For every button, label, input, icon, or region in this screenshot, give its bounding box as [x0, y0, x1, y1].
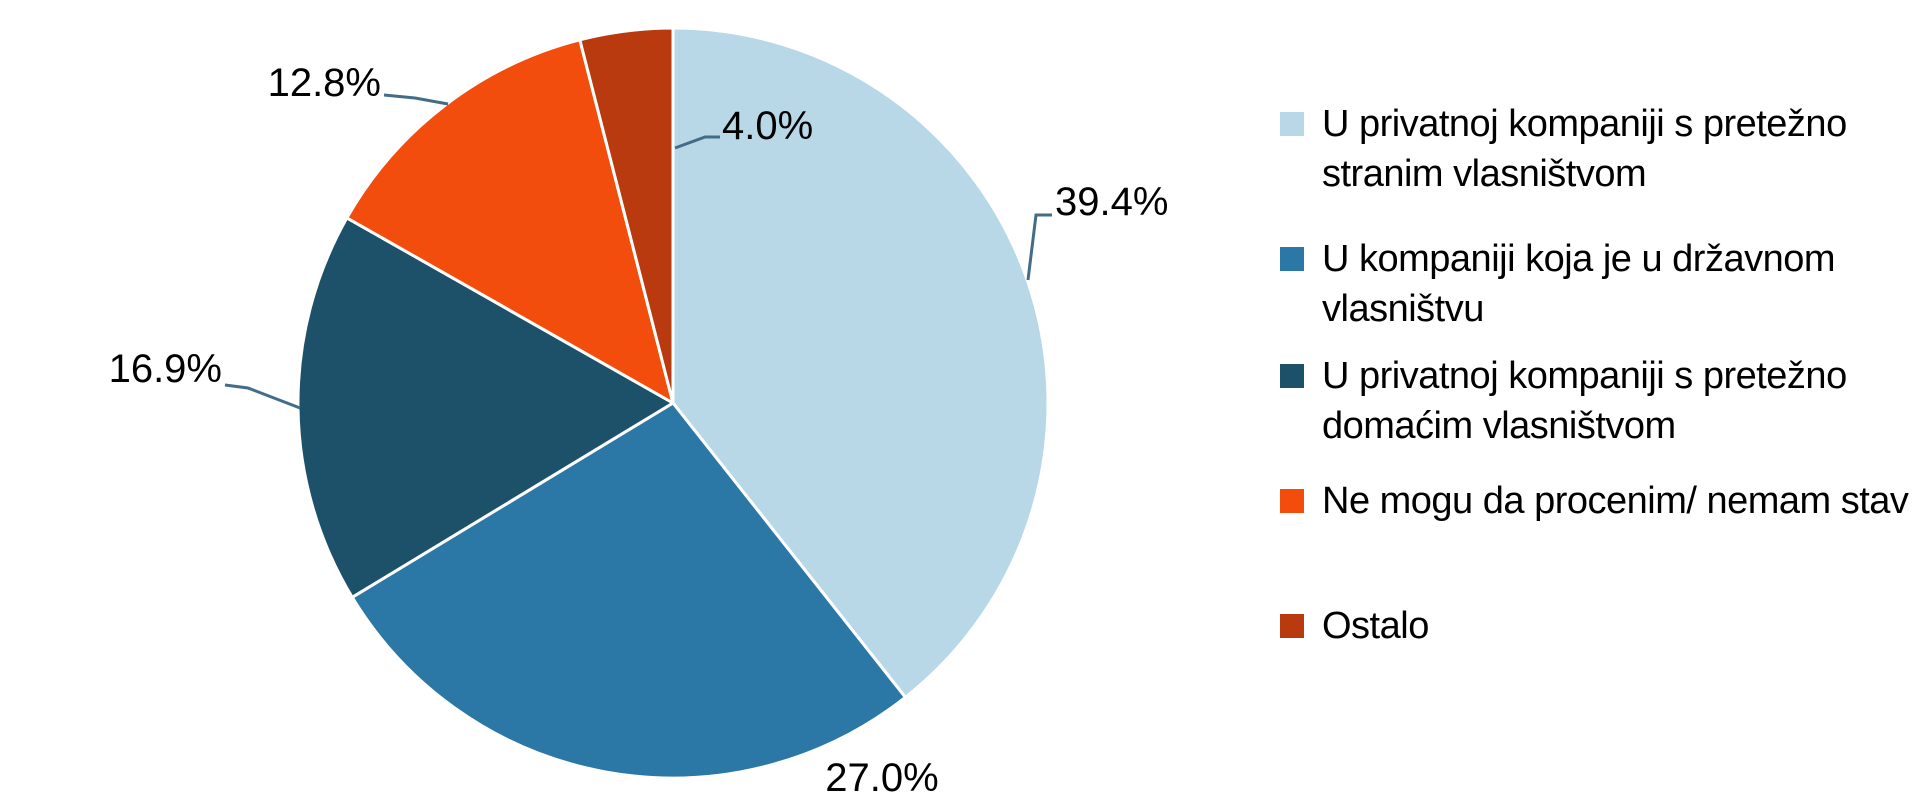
leader-line-4 — [674, 135, 720, 150]
data-label-2: 16.9% — [109, 347, 222, 391]
pie-slice-0 — [671, 26, 1050, 699]
leader-line-0 — [1026, 213, 1052, 281]
leader-line-2 — [224, 383, 301, 410]
data-label-3: 12.8% — [268, 61, 381, 105]
data-label-4: 4.0% — [722, 104, 813, 148]
data-label-1: 27.0% — [825, 756, 938, 800]
pie-slice-4 — [578, 26, 675, 405]
pie-slice-3 — [345, 38, 675, 405]
leader-line-3 — [383, 93, 449, 106]
data-label-0: 39.4% — [1055, 180, 1168, 224]
pie-slice-1 — [350, 401, 907, 780]
